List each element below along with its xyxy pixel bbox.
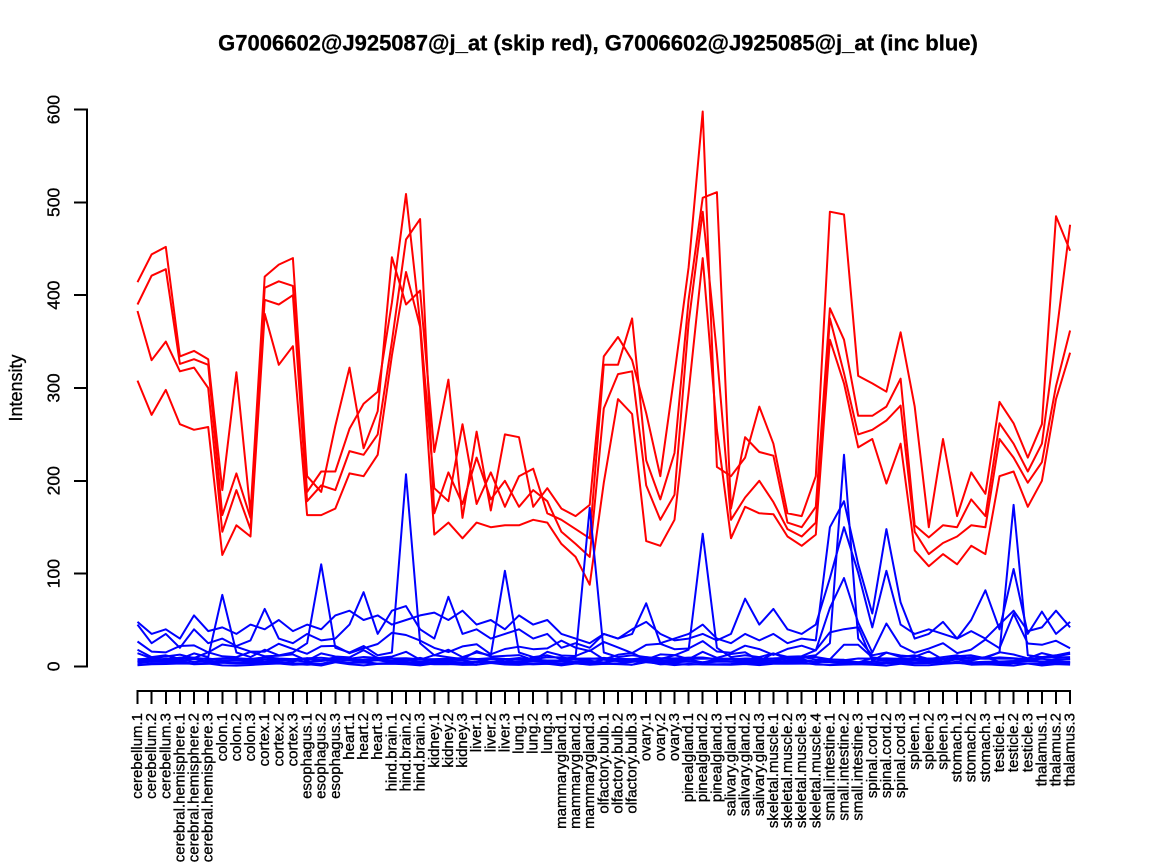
svg-text:stomach.1: stomach.1	[949, 713, 966, 782]
svg-text:ovary.1: ovary.1	[638, 713, 655, 761]
svg-text:200: 200	[44, 466, 64, 495]
svg-text:kidney.2: kidney.2	[440, 713, 457, 768]
svg-text:olfactory.bulb.2: olfactory.bulb.2	[610, 713, 627, 814]
svg-text:lung.3: lung.3	[539, 713, 556, 754]
svg-text:thalamus.1: thalamus.1	[1033, 713, 1050, 786]
svg-text:thalamus.3: thalamus.3	[1062, 713, 1079, 786]
svg-text:colon.3: colon.3	[242, 713, 259, 761]
svg-text:hind.brain.1: hind.brain.1	[383, 713, 400, 791]
svg-text:olfactory.bulb.1: olfactory.bulb.1	[595, 713, 612, 814]
svg-text:colon.2: colon.2	[228, 713, 245, 761]
svg-text:lung.2: lung.2	[525, 713, 542, 754]
svg-text:esophagus.1: esophagus.1	[299, 713, 316, 799]
svg-text:testicle.1: testicle.1	[991, 713, 1008, 772]
svg-text:salivary.gland.2: salivary.gland.2	[737, 713, 754, 816]
svg-text:skeletal.muscle.1: skeletal.muscle.1	[765, 713, 782, 828]
svg-text:liver.1: liver.1	[468, 713, 485, 752]
svg-text:pinealgland.1: pinealgland.1	[680, 713, 697, 802]
svg-text:0: 0	[44, 661, 64, 671]
svg-text:heart.1: heart.1	[341, 713, 358, 760]
svg-text:cortex.2: cortex.2	[270, 713, 287, 766]
svg-text:500: 500	[44, 188, 64, 217]
svg-text:Intensity: Intensity	[6, 354, 26, 421]
svg-text:olfactory.bulb.3: olfactory.bulb.3	[624, 713, 641, 814]
svg-text:spleen.3: spleen.3	[935, 713, 952, 770]
svg-text:ovary.3: ovary.3	[666, 713, 683, 761]
svg-text:mammarygland.3: mammarygland.3	[581, 713, 598, 829]
svg-text:mammarygland.2: mammarygland.2	[567, 713, 584, 829]
svg-text:cerebellum.2: cerebellum.2	[143, 713, 160, 799]
svg-text:400: 400	[44, 280, 64, 309]
svg-text:cerebellum.3: cerebellum.3	[157, 713, 174, 799]
svg-text:thalamus.2: thalamus.2	[1048, 713, 1065, 786]
svg-text:colon.1: colon.1	[214, 713, 231, 761]
svg-text:heart.2: heart.2	[355, 713, 372, 760]
svg-text:small.intestine.3: small.intestine.3	[850, 713, 867, 821]
svg-text:spleen.1: spleen.1	[906, 713, 923, 770]
svg-text:liver.2: liver.2	[482, 713, 499, 752]
svg-text:600: 600	[44, 95, 64, 124]
svg-text:cortex.1: cortex.1	[256, 713, 273, 766]
svg-text:esophagus.2: esophagus.2	[313, 713, 330, 799]
svg-text:kidney.3: kidney.3	[454, 713, 471, 768]
svg-text:mammarygland.1: mammarygland.1	[553, 713, 570, 829]
svg-text:skeletal.muscle.3: skeletal.muscle.3	[793, 713, 810, 828]
svg-text:liver.3: liver.3	[496, 713, 513, 752]
svg-text:spinal.cord.1: spinal.cord.1	[864, 713, 881, 798]
svg-text:testicle.3: testicle.3	[1019, 713, 1036, 772]
svg-text:skeletal.muscle.2: skeletal.muscle.2	[779, 713, 796, 828]
svg-text:G7006602@J925087@j_at (skip re: G7006602@J925087@j_at (skip red), G70066…	[218, 31, 978, 56]
svg-text:spinal.cord.2: spinal.cord.2	[878, 713, 895, 798]
svg-text:cortex.3: cortex.3	[284, 713, 301, 766]
svg-text:spleen.2: spleen.2	[920, 713, 937, 770]
svg-text:cerebral.hemisphere.3: cerebral.hemisphere.3	[200, 713, 217, 862]
svg-text:testicle.2: testicle.2	[1005, 713, 1022, 772]
svg-text:spinal.cord.3: spinal.cord.3	[892, 713, 909, 798]
svg-text:hind.brain.2: hind.brain.2	[398, 713, 415, 791]
svg-text:cerebral.hemisphere.1: cerebral.hemisphere.1	[171, 713, 188, 862]
svg-text:heart.3: heart.3	[369, 713, 386, 760]
svg-text:salivary.gland.3: salivary.gland.3	[751, 713, 768, 816]
svg-text:salivary.gland.1: salivary.gland.1	[723, 713, 740, 816]
svg-text:esophagus.3: esophagus.3	[327, 713, 344, 799]
svg-text:stomach.2: stomach.2	[963, 713, 980, 782]
svg-text:hind.brain.3: hind.brain.3	[412, 713, 429, 791]
svg-text:pinealgland.2: pinealgland.2	[694, 713, 711, 802]
svg-text:kidney.1: kidney.1	[426, 713, 443, 768]
svg-text:ovary.2: ovary.2	[652, 713, 669, 761]
svg-text:small.intestine.1: small.intestine.1	[821, 713, 838, 821]
svg-text:lung.1: lung.1	[511, 713, 528, 754]
svg-text:small.intestine.2: small.intestine.2	[836, 713, 853, 821]
svg-text:stomach.3: stomach.3	[977, 713, 994, 782]
svg-text:skeletal.muscle.4: skeletal.muscle.4	[807, 713, 824, 828]
svg-text:cerebral.hemisphere.2: cerebral.hemisphere.2	[186, 713, 203, 862]
svg-text:cerebellum.1: cerebellum.1	[129, 713, 146, 799]
svg-text:300: 300	[44, 373, 64, 402]
svg-text:100: 100	[44, 559, 64, 588]
svg-text:pinealgland.3: pinealgland.3	[708, 713, 725, 802]
